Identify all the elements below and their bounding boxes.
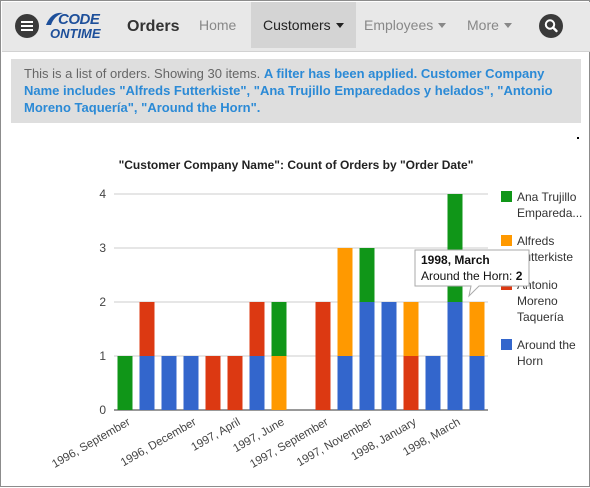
bar-segment[interactable] — [403, 302, 419, 356]
code-ontime-logo[interactable]: CODE ONTIME — [44, 11, 110, 45]
x-tick-label: 1997, November — [295, 416, 375, 469]
bar-segment[interactable] — [359, 248, 375, 302]
bar-segment[interactable] — [425, 356, 441, 410]
nav-more-label: More — [467, 17, 499, 33]
legend-label[interactable]: Horn — [517, 354, 543, 368]
chevron-down-icon — [503, 23, 512, 28]
filter-description[interactable]: A filter has been applied. Customer Comp… — [24, 66, 553, 115]
bar-segment[interactable] — [469, 302, 485, 356]
search-icon[interactable] — [539, 14, 563, 38]
page-title: Orders — [127, 18, 180, 35]
bar-segment[interactable] — [447, 302, 463, 410]
bar-segment[interactable] — [469, 356, 485, 410]
bar-segment[interactable] — [271, 302, 287, 356]
info-text: This is a list of orders. Showing 30 ite… — [24, 66, 261, 81]
nav-employees[interactable]: Employees — [352, 2, 458, 48]
chevron-down-icon — [438, 23, 447, 28]
legend-swatch — [501, 339, 512, 350]
chart-tooltip: 1998, March Around the Horn: 2 — [414, 249, 530, 298]
bar-segment[interactable] — [337, 248, 353, 356]
info-bar: This is a list of orders. Showing 30 ite… — [11, 59, 581, 123]
y-tick-label: 4 — [99, 187, 106, 201]
top-navigation-bar: CODE ONTIME Orders Home Customers Employ… — [2, 2, 590, 52]
bar-segment[interactable] — [139, 356, 155, 410]
bar-segment[interactable] — [139, 302, 155, 356]
legend-swatch — [501, 235, 512, 246]
tooltip-title: 1998, March — [421, 253, 490, 267]
bar-segment[interactable] — [161, 356, 177, 410]
bar-segment[interactable] — [359, 302, 375, 410]
bar-segment[interactable] — [227, 356, 243, 410]
bar-segment[interactable] — [403, 356, 419, 410]
nav-customers-label: Customers — [263, 17, 331, 33]
logo-swoosh-icon — [46, 12, 63, 25]
bar-segment[interactable] — [315, 302, 331, 410]
y-tick-label: 2 — [99, 295, 106, 309]
hamburger-icon[interactable] — [15, 14, 39, 38]
y-tick-label: 1 — [99, 349, 106, 363]
bar-segment[interactable] — [337, 356, 353, 410]
bar-segment[interactable] — [183, 356, 199, 410]
y-tick-label: 0 — [99, 403, 106, 417]
legend-label[interactable]: Alfreds — [517, 234, 554, 248]
chart-title: "Customer Company Name": Count of Orders… — [119, 158, 474, 172]
legend-label[interactable]: Moreno — [517, 294, 558, 308]
legend-swatch — [501, 191, 512, 202]
chevron-down-icon — [335, 23, 344, 28]
legend-label[interactable]: Taquería — [517, 310, 564, 324]
legend-label[interactable]: Around the — [517, 338, 576, 352]
nav-employees-label: Employees — [364, 17, 434, 33]
bar-segment[interactable] — [381, 302, 397, 410]
legend-label[interactable]: Futterkiste — [517, 250, 573, 264]
orders-chart: "Customer Company Name": Count of Orders… — [50, 158, 582, 471]
legend-label[interactable]: Ana Trujillo — [517, 190, 577, 204]
bar-segment[interactable] — [249, 356, 265, 410]
legend-label[interactable]: Empareda... — [517, 206, 582, 220]
bar-segment[interactable] — [205, 356, 221, 410]
x-tick-label: 1997, September — [248, 416, 331, 471]
logo-text-ontime: ONTIME — [50, 26, 101, 41]
y-tick-label: 3 — [99, 241, 106, 255]
nav-home-label: Home — [199, 17, 237, 33]
bar-segment[interactable] — [117, 356, 133, 410]
nav-home[interactable]: Home — [187, 2, 248, 48]
tooltip-value: Around the Horn: 2 — [421, 269, 523, 283]
nav-customers[interactable]: Customers — [251, 2, 356, 48]
logo-text-code: CODE — [58, 11, 100, 28]
nav-more[interactable]: More — [455, 2, 524, 48]
bar-segment[interactable] — [249, 302, 265, 356]
separator-dot — [577, 137, 579, 139]
bar-segment[interactable] — [271, 356, 287, 410]
